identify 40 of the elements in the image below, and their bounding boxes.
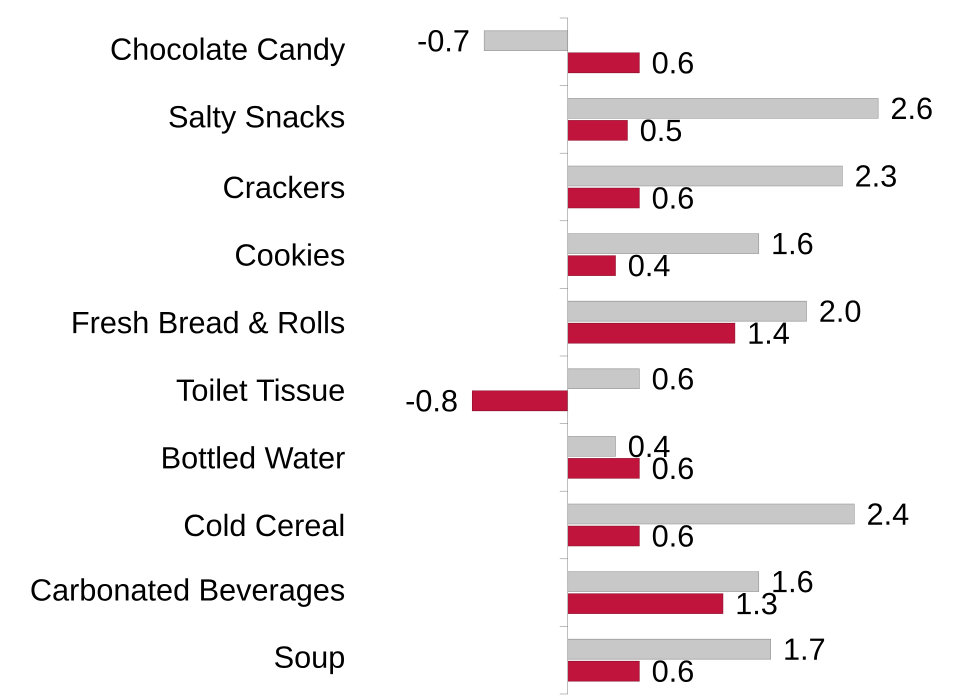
data-label: 1.7 (785, 638, 824, 660)
y-tick-label: Salty Snacks (169, 105, 344, 134)
bar (567, 120, 628, 141)
data-label: 0.4 (628, 436, 670, 458)
y-tick-label: Crackers (224, 176, 344, 198)
data-label: 0.6 (652, 52, 693, 74)
bar (567, 255, 616, 276)
data-label: -0.8 (406, 390, 457, 412)
data-label: 0.6 (652, 525, 693, 547)
data-label: 0.6 (652, 660, 693, 682)
data-label: 2.6 (892, 98, 932, 120)
data-label: 2.3 (856, 165, 896, 187)
y-tick-label: Cold Cereal (184, 514, 344, 536)
y-tick-label: Fresh Bread & Rolls (73, 310, 344, 334)
bar (567, 188, 640, 208)
data-label: 0.4 (628, 254, 670, 276)
bar (567, 322, 736, 344)
y-tick-label: Bottled Water (163, 446, 345, 469)
data-label: 1.3 (738, 592, 777, 614)
y-tick-label: Toilet Tissue (176, 378, 344, 402)
y-tick-label: Soup (275, 646, 344, 674)
bar (567, 593, 724, 614)
bar (567, 526, 640, 546)
y-tick-label: Chocolate Candy (112, 37, 346, 66)
data-label: 0.6 (652, 187, 693, 209)
y-tick-label: Carbonated Beverages (31, 578, 344, 607)
bar (472, 390, 568, 412)
data-label: 1.6 (773, 570, 812, 592)
bar (567, 660, 640, 682)
bar (567, 458, 640, 479)
data-label: 0.6 (652, 458, 693, 480)
data-label: 0.5 (640, 120, 682, 142)
bar (567, 52, 640, 74)
data-label: 0.6 (652, 368, 693, 390)
data-label: -0.7 (418, 30, 468, 52)
y-tick-label: Cookies (236, 243, 344, 266)
data-label: 2.0 (820, 300, 860, 322)
data-label: 1.6 (773, 232, 812, 254)
data-label: 2.4 (868, 503, 908, 525)
data-label: 1.4 (750, 322, 789, 344)
